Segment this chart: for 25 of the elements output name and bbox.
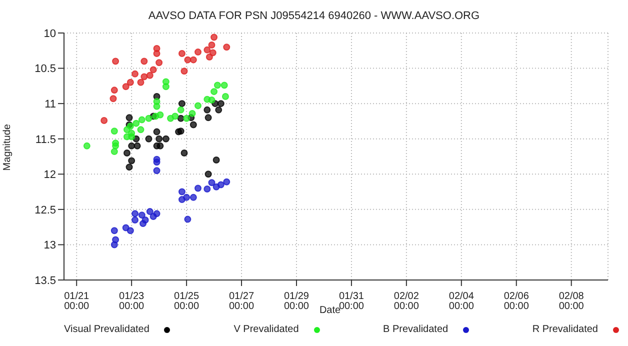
y-tick-label: 12.5 xyxy=(34,204,56,216)
x-tick-label: 01/23 00:00 xyxy=(119,291,145,312)
legend-label: B Prevalidated xyxy=(383,324,448,335)
x-axis-title: Date xyxy=(319,305,341,316)
legend-label: V Prevalidated xyxy=(234,324,299,335)
x-tick-label: 02/06 00:00 xyxy=(504,291,530,312)
x-tick-label: 02/02 00:00 xyxy=(394,291,420,312)
y-tick-label: 10 xyxy=(44,28,56,40)
legend-label: Visual Prevalidated xyxy=(64,324,150,335)
y-tick-label: 11 xyxy=(44,98,56,110)
y-tick-label: 13 xyxy=(44,240,56,252)
y-tick-label: 12 xyxy=(44,169,56,182)
y-axis-title: Magnitude xyxy=(2,124,13,171)
y-tick-label: 11.5 xyxy=(35,134,56,146)
y-tick-label: 10.5 xyxy=(34,63,56,76)
x-tick-label: 02/04 00:00 xyxy=(448,291,474,312)
x-tick-label: 01/21 00:00 xyxy=(64,291,90,312)
x-tick-label: 02/08 00:00 xyxy=(558,291,584,312)
x-tick-label: 01/31 00:00 xyxy=(338,291,364,312)
chart-title: AAVSO DATA FOR PSN J09554214 6940260 - WWW.AAVSO.ORG xyxy=(147,10,481,22)
legend-label: R Prevalidated xyxy=(532,324,598,335)
x-tick-label: 01/27 00:00 xyxy=(229,291,254,312)
y-tick-label: 13.5 xyxy=(34,274,56,287)
x-tick-label: 01/25 00:00 xyxy=(174,291,200,312)
x-tick-label: 01/29 00:00 xyxy=(284,291,310,312)
